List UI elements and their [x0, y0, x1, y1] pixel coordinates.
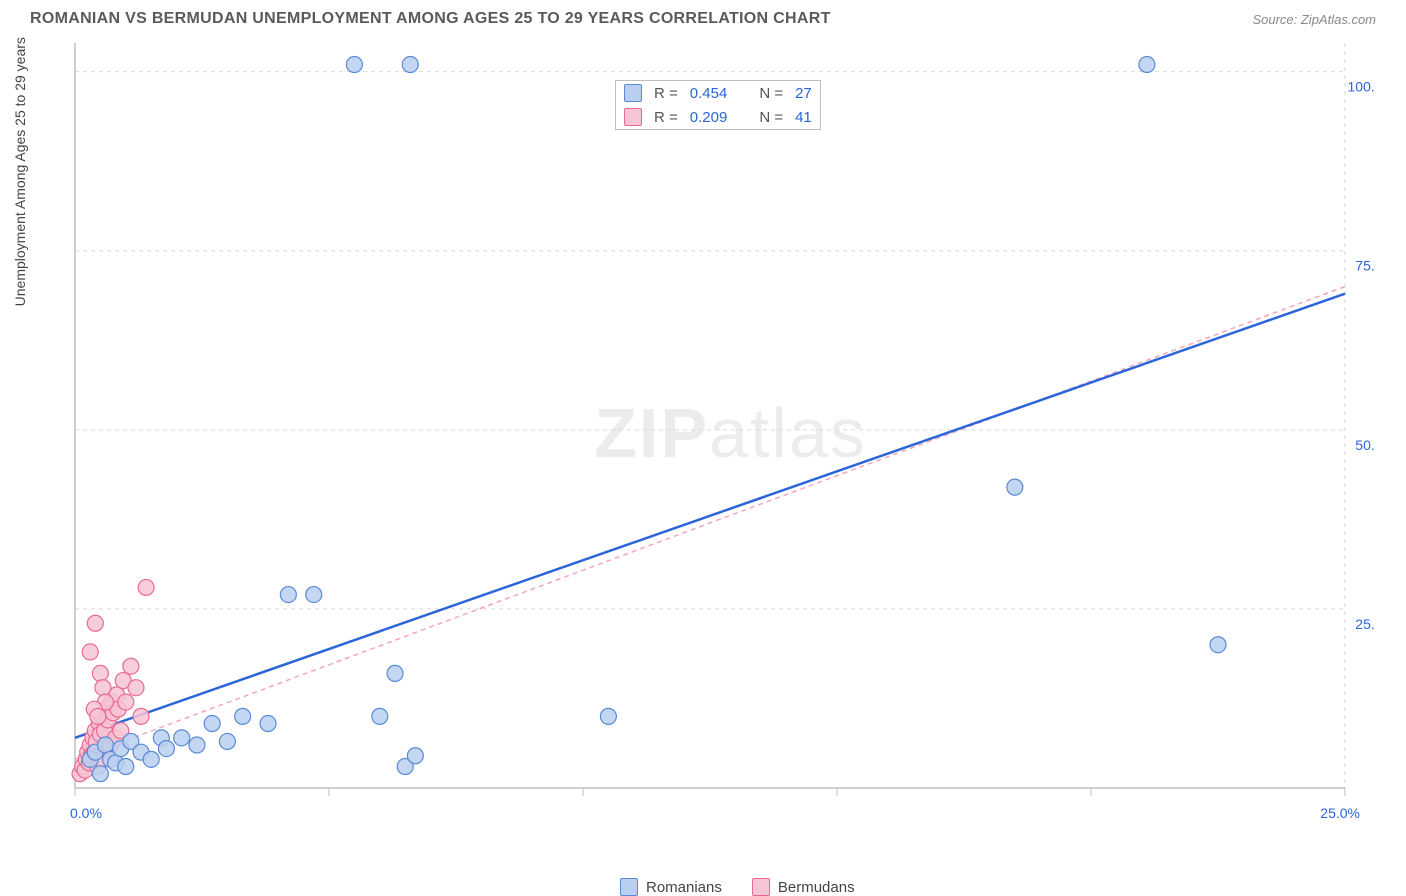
series-legend: Romanians Bermudans [620, 878, 855, 896]
svg-text:75.0%: 75.0% [1355, 258, 1375, 274]
svg-text:100.0%: 100.0% [1348, 79, 1375, 95]
source-label: Source: ZipAtlas.com [1252, 12, 1376, 27]
legend-item-bermudans: Bermudans [752, 878, 855, 896]
swatch-romanians [620, 878, 638, 896]
swatch-bermudans [752, 878, 770, 896]
swatch-romanians [624, 84, 642, 102]
scatter-chart: 25.0% 50.0% 75.0% 100.0% 0.0% 25.0% [55, 38, 1375, 828]
svg-text:25.0%: 25.0% [1355, 616, 1375, 632]
stats-row-romanians: R = 0.454 N = 27 [616, 81, 820, 105]
chart-container: Unemployment Among Ages 25 to 29 years Z… [55, 38, 1406, 828]
y-axis-label: Unemployment Among Ages 25 to 29 years [12, 37, 28, 306]
svg-text:25.0%: 25.0% [1320, 805, 1360, 821]
stats-row-bermudans: R = 0.209 N = 41 [616, 105, 820, 129]
stats-legend: R = 0.454 N = 27 R = 0.209 N = 41 [615, 80, 821, 130]
legend-item-romanians: Romanians [620, 878, 722, 896]
svg-text:0.0%: 0.0% [70, 805, 102, 821]
svg-text:50.0%: 50.0% [1355, 437, 1375, 453]
swatch-bermudans [624, 108, 642, 126]
chart-title: ROMANIAN VS BERMUDAN UNEMPLOYMENT AMONG … [30, 10, 831, 28]
